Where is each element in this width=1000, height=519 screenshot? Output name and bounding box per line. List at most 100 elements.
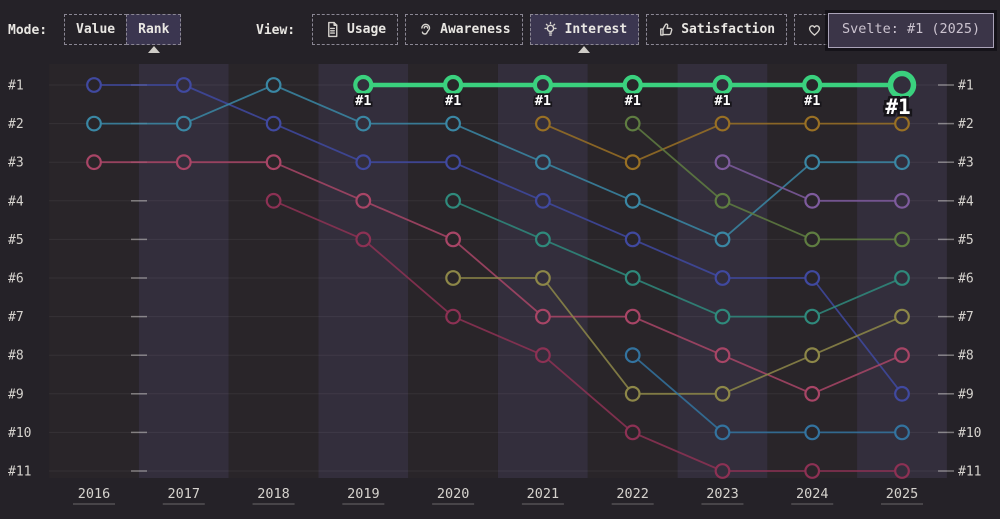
data-point-rose[interactable] [804, 385, 821, 402]
data-point-svelte[interactable] [353, 74, 374, 96]
data-point-gold[interactable] [624, 154, 641, 171]
data-point-maroon[interactable] [445, 308, 462, 325]
data-point-maroon[interactable] [804, 463, 821, 479]
rank-label-left: #9 [8, 387, 24, 402]
mode-label: Mode: [8, 23, 48, 38]
data-point-sea-green[interactable] [804, 308, 821, 325]
year-label[interactable]: 2022 [616, 486, 649, 502]
series-line-teal [94, 84, 902, 241]
data-point-svelte[interactable] [712, 74, 733, 96]
data-point-teal[interactable] [175, 115, 192, 132]
data-point-rose[interactable] [265, 154, 282, 171]
view-tab-usage[interactable]: Usage [312, 14, 399, 45]
data-point-rose[interactable] [355, 192, 372, 209]
data-point-sea-green[interactable] [445, 192, 462, 209]
year-label[interactable]: 2016 [78, 486, 111, 502]
data-point-khaki[interactable] [714, 385, 731, 402]
year-label[interactable]: 2020 [437, 486, 470, 502]
data-point-khaki[interactable] [894, 308, 910, 325]
series-line-maroon [273, 199, 902, 472]
data-point-indigo[interactable] [265, 115, 282, 132]
data-point-maroon[interactable] [535, 347, 551, 364]
data-point-maroon[interactable] [265, 192, 282, 209]
year-band [138, 64, 229, 478]
data-point-maroon[interactable] [355, 231, 372, 248]
year-label[interactable]: 2019 [347, 486, 380, 502]
data-point-khaki[interactable] [624, 385, 641, 402]
data-point-moss[interactable] [804, 231, 821, 248]
data-point-sea-green[interactable] [624, 270, 641, 286]
year-label[interactable]: 2018 [257, 486, 290, 502]
data-point-indigo[interactable] [535, 192, 551, 209]
data-point-teal[interactable] [445, 115, 462, 132]
rank-annotation: #1 [535, 93, 551, 109]
view-label: View: [256, 23, 296, 38]
data-point-purple[interactable] [894, 192, 910, 209]
view-tab-awareness[interactable]: Awareness [405, 14, 523, 45]
data-point-teal[interactable] [894, 154, 910, 171]
data-point-teal[interactable] [355, 115, 372, 132]
data-point-teal[interactable] [535, 154, 551, 171]
year-label[interactable]: 2021 [527, 486, 560, 502]
data-point-maroon[interactable] [894, 463, 910, 479]
data-point-maroon[interactable] [624, 424, 641, 441]
data-point-svelte[interactable] [802, 74, 823, 96]
data-point-steel-blue[interactable] [804, 424, 821, 441]
year-band [49, 64, 139, 478]
data-point-sea-green[interactable] [714, 308, 731, 325]
data-point-steel-blue[interactable] [624, 347, 641, 364]
data-point-khaki[interactable] [535, 270, 551, 286]
data-point-rose[interactable] [175, 154, 192, 171]
data-point-teal[interactable] [804, 154, 821, 171]
data-point-teal[interactable] [624, 192, 641, 209]
data-point-gold[interactable] [804, 115, 821, 132]
data-point-rose[interactable] [445, 231, 462, 248]
data-point-indigo[interactable] [894, 385, 910, 402]
data-point-sea-green[interactable] [535, 231, 551, 248]
year-label[interactable]: 2025 [886, 486, 919, 502]
data-point-sea-green[interactable] [894, 270, 910, 286]
data-point-svelte[interactable] [887, 70, 917, 100]
data-point-indigo[interactable] [714, 270, 731, 286]
data-point-indigo[interactable] [175, 77, 192, 93]
data-point-svelte[interactable] [622, 74, 643, 96]
data-point-indigo[interactable] [624, 231, 641, 248]
data-point-rose[interactable] [86, 154, 102, 171]
data-point-steel-blue[interactable] [714, 424, 731, 441]
rank-label-right: #5 [958, 233, 974, 248]
data-point-moss[interactable] [714, 192, 731, 209]
data-point-maroon[interactable] [714, 463, 731, 479]
data-point-indigo[interactable] [804, 270, 821, 286]
year-label[interactable]: 2023 [706, 486, 739, 502]
rank-label-left: #8 [8, 349, 24, 364]
data-point-gold[interactable] [714, 115, 731, 132]
data-point-purple[interactable] [714, 154, 731, 171]
data-point-svelte[interactable] [443, 74, 464, 96]
year-band [228, 64, 319, 478]
view-tab-interest[interactable]: Interest [529, 14, 640, 53]
data-point-teal[interactable] [86, 115, 102, 132]
rank-annotation: #1 [355, 93, 371, 109]
data-point-moss[interactable] [894, 231, 910, 248]
data-point-purple[interactable] [804, 192, 821, 209]
data-point-rose[interactable] [894, 347, 910, 364]
data-point-rose[interactable] [714, 347, 731, 364]
data-point-teal[interactable] [714, 231, 731, 248]
mode-option-rank[interactable]: Rank [126, 14, 182, 53]
year-label[interactable]: 2017 [168, 486, 201, 502]
data-point-indigo[interactable] [86, 77, 102, 93]
data-point-gold[interactable] [894, 115, 910, 132]
data-point-steel-blue[interactable] [894, 424, 910, 441]
data-point-khaki[interactable] [445, 270, 462, 286]
data-point-gold[interactable] [535, 115, 551, 132]
data-point-moss[interactable] [624, 115, 641, 132]
view-tab-satisfaction[interactable]: Satisfaction [646, 14, 788, 45]
data-point-khaki[interactable] [804, 347, 821, 364]
data-point-rose[interactable] [624, 308, 641, 325]
data-point-indigo[interactable] [355, 154, 372, 171]
data-point-indigo[interactable] [445, 154, 462, 171]
data-point-svelte[interactable] [532, 74, 554, 96]
data-point-rose[interactable] [535, 308, 551, 325]
data-point-teal[interactable] [265, 77, 282, 93]
year-label[interactable]: 2024 [796, 486, 829, 502]
